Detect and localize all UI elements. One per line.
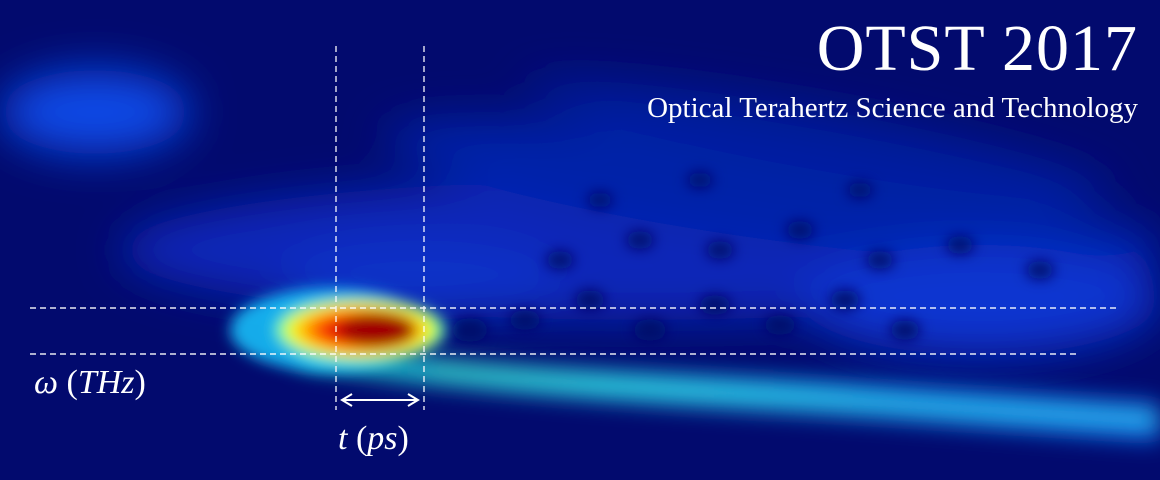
- time-unit: ps: [367, 420, 398, 457]
- frequency-symbol: ω: [34, 364, 59, 401]
- frequency-open-paren: (: [58, 364, 78, 401]
- double-headed-arrow-icon: [340, 393, 420, 407]
- frequency-unit: THz: [77, 364, 135, 401]
- frequency-axis-label: ω (THz): [34, 366, 146, 400]
- frequency-close-paren: ): [134, 364, 146, 401]
- banner-subtitle: Optical Terahertz Science and Technology: [647, 92, 1138, 124]
- guide-lines: [30, 46, 1118, 410]
- spectrogram-dark-pockets: [452, 172, 1054, 342]
- spectrogram-hotspot: [230, 288, 450, 372]
- banner-title: OTST 2017: [816, 12, 1138, 85]
- time-close-paren: ): [397, 420, 409, 457]
- time-axis-label: t (ps): [338, 422, 409, 456]
- time-symbol: t: [338, 420, 348, 457]
- spectrogram-tail: [300, 340, 1160, 440]
- time-open-paren: (: [347, 420, 368, 457]
